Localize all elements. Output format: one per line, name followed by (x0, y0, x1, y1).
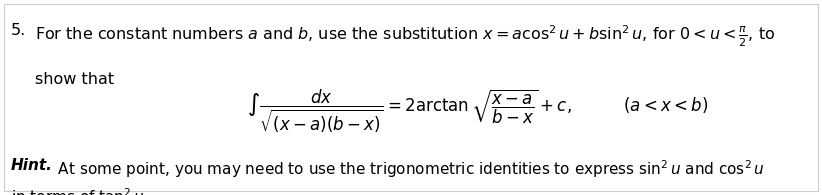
Text: $\int \dfrac{dx}{\sqrt{(x-a)(b-x)}} = 2\arctan\sqrt{\dfrac{x-a}{b-x}} + c, \quad: $\int \dfrac{dx}{\sqrt{(x-a)(b-x)}} = 2\… (247, 88, 708, 135)
Text: At some point, you may need to use the trigonometric identities to express $\sin: At some point, you may need to use the t… (53, 158, 765, 180)
Text: For the constant numbers $a$ and $b$, use the substitution $x = a\cos^2 u + b\si: For the constant numbers $a$ and $b$, us… (35, 23, 775, 49)
Text: 5.: 5. (11, 23, 26, 38)
Text: Hint.: Hint. (11, 158, 53, 173)
Text: in terms of $\tan^2 u$.: in terms of $\tan^2 u$. (11, 187, 148, 195)
Text: show that: show that (35, 72, 113, 87)
FancyBboxPatch shape (4, 4, 818, 191)
